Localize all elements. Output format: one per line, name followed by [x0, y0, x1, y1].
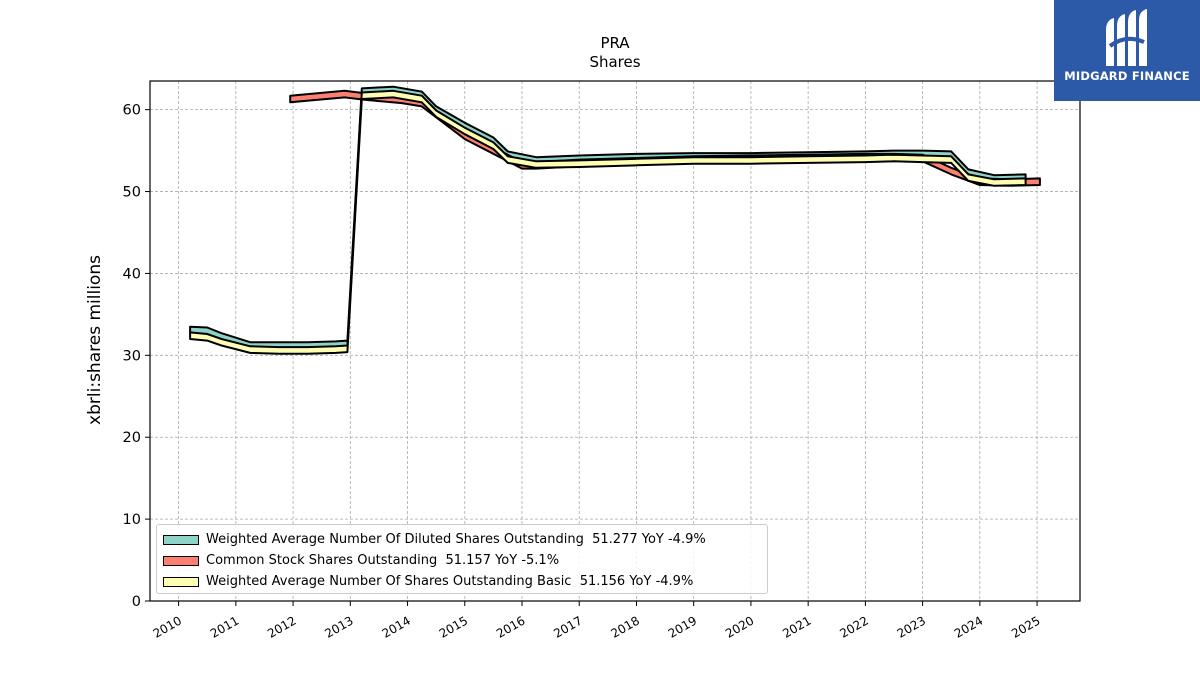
y-tick-label: 40 — [123, 266, 141, 282]
series-diluted-band — [189, 85, 1027, 350]
x-tick-label: 2017 — [551, 613, 584, 640]
x-tick-label: 2022 — [837, 613, 870, 640]
plot-frame — [149, 80, 1081, 602]
legend-swatch-common — [163, 555, 199, 566]
x-tick-label: 2023 — [895, 613, 928, 640]
series-layer — [189, 85, 1041, 355]
x-tick-label: 2013 — [322, 613, 355, 640]
x-tick-label: 2019 — [666, 613, 699, 640]
chart-title: PRA — [600, 34, 630, 52]
legend-swatch-diluted — [163, 534, 199, 545]
legend-label-diluted: Weighted Average Number Of Diluted Share… — [206, 532, 706, 547]
x-tick-label: 2014 — [380, 613, 413, 640]
x-tick-label: 2011 — [208, 613, 241, 640]
y-tick-label: 50 — [123, 185, 141, 201]
legend-item-common: Common Stock Shares Outstanding 51.157 Y… — [163, 550, 767, 571]
chart-legend: Weighted Average Number Of Diluted Share… — [156, 524, 768, 594]
brand-logo: MIDGARD FINANCE — [1054, 0, 1200, 101]
x-tick-label: 2016 — [494, 613, 527, 640]
series-basic-band — [189, 89, 1027, 355]
brand-name: MIDGARD FINANCE — [1064, 69, 1190, 83]
y-tick-label: 20 — [123, 430, 141, 446]
legend-swatch-basic — [163, 576, 199, 587]
legend-label-basic: Weighted Average Number Of Shares Outsta… — [206, 574, 694, 589]
y-tick-label: 30 — [123, 348, 141, 364]
x-tick-label: 2015 — [437, 613, 470, 640]
legend-item-diluted: Weighted Average Number Of Diluted Share… — [163, 529, 767, 550]
x-tick-label: 2025 — [1009, 613, 1042, 640]
brand-mark-icon — [1106, 9, 1147, 66]
x-tick-label: 2018 — [609, 613, 642, 640]
legend-item-basic: Weighted Average Number Of Shares Outsta… — [163, 571, 767, 592]
y-tick-label: 10 — [123, 512, 141, 528]
y-tick-label: 60 — [123, 103, 141, 119]
y-tick-label: 0 — [132, 594, 141, 610]
y-axis-label: xbrli:shares millions — [85, 255, 105, 425]
series-common-band — [289, 89, 1041, 187]
legend-label-common: Common Stock Shares Outstanding 51.157 Y… — [206, 553, 560, 568]
axes — [149, 80, 1081, 602]
x-tick-label: 2021 — [780, 613, 813, 640]
x-tick-label: 2020 — [723, 613, 756, 640]
x-tick-label: 2010 — [151, 613, 184, 640]
x-tick-label: 2012 — [265, 613, 298, 640]
chart-subtitle: Shares — [589, 53, 640, 71]
x-tick-label: 2024 — [952, 613, 985, 640]
